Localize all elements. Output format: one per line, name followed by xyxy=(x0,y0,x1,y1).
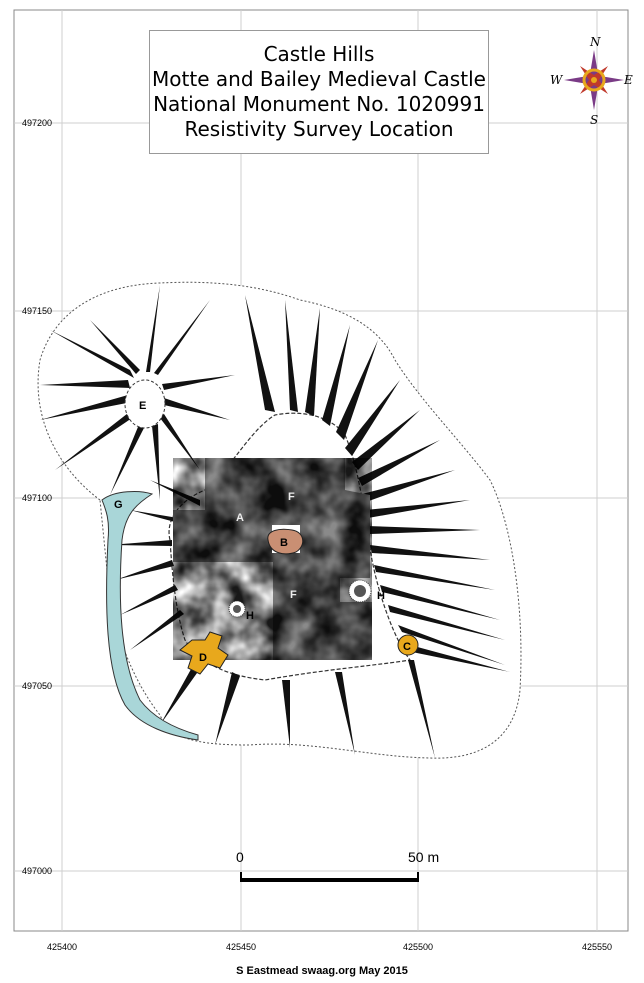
compass-rose: N S W E xyxy=(550,35,633,127)
map-credit: S Eastmead swaag.org May 2015 xyxy=(236,965,408,977)
title-line-2: Motte and Bailey Medieval Castle xyxy=(152,67,486,91)
label-c: C xyxy=(403,641,411,653)
x-tick-425400: 425400 xyxy=(46,942,78,952)
compass-w: W xyxy=(550,73,564,87)
feature-d xyxy=(179,631,229,675)
title-line-1: Castle Hills xyxy=(263,42,375,66)
y-tick-497050: 497050 xyxy=(22,681,53,691)
label-b: B xyxy=(280,537,288,549)
feature-b xyxy=(267,528,304,555)
label-f2: F xyxy=(290,589,297,601)
y-tick-497100: 497100 xyxy=(22,493,53,503)
scale-end-label: 50 m xyxy=(408,849,440,865)
x-tick-425550: 425550 xyxy=(581,942,613,952)
y-tick-497000: 497000 xyxy=(22,866,53,876)
feature-h-tree-1 xyxy=(228,600,246,618)
x-tick-425500: 425500 xyxy=(402,942,434,952)
scale-start-label: 0 xyxy=(236,849,244,865)
compass-n: N xyxy=(589,35,601,49)
label-f1: F xyxy=(288,491,295,503)
compass-s: S xyxy=(590,113,598,127)
mound-e xyxy=(124,379,166,429)
map-title-box: Castle Hills Motte and Bailey Medieval C… xyxy=(149,30,489,154)
title-line-3: National Monument No. 1020991 xyxy=(153,92,485,116)
feature-h-tree-2 xyxy=(348,579,372,603)
label-a: A xyxy=(236,512,244,524)
y-tick-497150: 497150 xyxy=(22,306,53,316)
label-e: E xyxy=(139,400,146,412)
earthwork-hachures xyxy=(40,285,510,758)
feature-c xyxy=(397,634,419,656)
title-line-4: Resistivity Survey Location xyxy=(184,117,454,141)
label-h1: H xyxy=(246,610,254,622)
label-h2: H xyxy=(377,590,385,602)
x-tick-425450: 425450 xyxy=(225,942,257,952)
water-channel-g xyxy=(101,491,199,741)
label-d: D xyxy=(199,652,207,664)
scale-bar xyxy=(240,872,419,882)
y-tick-497200: 497200 xyxy=(22,118,53,128)
compass-e: E xyxy=(623,73,633,87)
label-g: G xyxy=(114,499,123,511)
